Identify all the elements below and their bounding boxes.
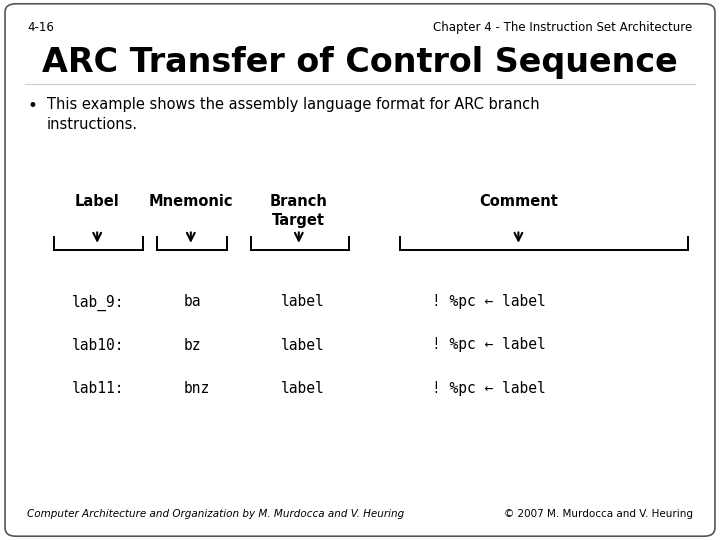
Text: 4-16: 4-16 — [27, 21, 54, 33]
Text: ba: ba — [184, 294, 201, 309]
Text: label: label — [281, 338, 325, 353]
Text: bnz: bnz — [184, 381, 210, 396]
Text: lab11:: lab11: — [72, 381, 125, 396]
Text: Branch
Target: Branch Target — [270, 194, 328, 228]
Text: lab_9:: lab_9: — [72, 294, 125, 310]
Text: lab10:: lab10: — [72, 338, 125, 353]
Text: •: • — [27, 97, 37, 115]
Text: ! %pc ← label: ! %pc ← label — [432, 294, 546, 309]
Text: ! %pc ← label: ! %pc ← label — [432, 338, 546, 353]
Text: ARC Transfer of Control Sequence: ARC Transfer of Control Sequence — [42, 46, 678, 79]
Text: This example shows the assembly language format for ARC branch
instructions.: This example shows the assembly language… — [47, 97, 539, 132]
Text: bz: bz — [184, 338, 201, 353]
Text: Label: Label — [75, 194, 120, 210]
Text: ! %pc ← label: ! %pc ← label — [432, 381, 546, 396]
Text: Comment: Comment — [479, 194, 558, 210]
Text: © 2007 M. Murdocca and V. Heuring: © 2007 M. Murdocca and V. Heuring — [504, 509, 693, 519]
Text: label: label — [281, 294, 325, 309]
Text: Mnemonic: Mnemonic — [148, 194, 233, 210]
Text: label: label — [281, 381, 325, 396]
Text: Computer Architecture and Organization by M. Murdocca and V. Heuring: Computer Architecture and Organization b… — [27, 509, 405, 519]
Text: Chapter 4 - The Instruction Set Architecture: Chapter 4 - The Instruction Set Architec… — [433, 21, 693, 33]
